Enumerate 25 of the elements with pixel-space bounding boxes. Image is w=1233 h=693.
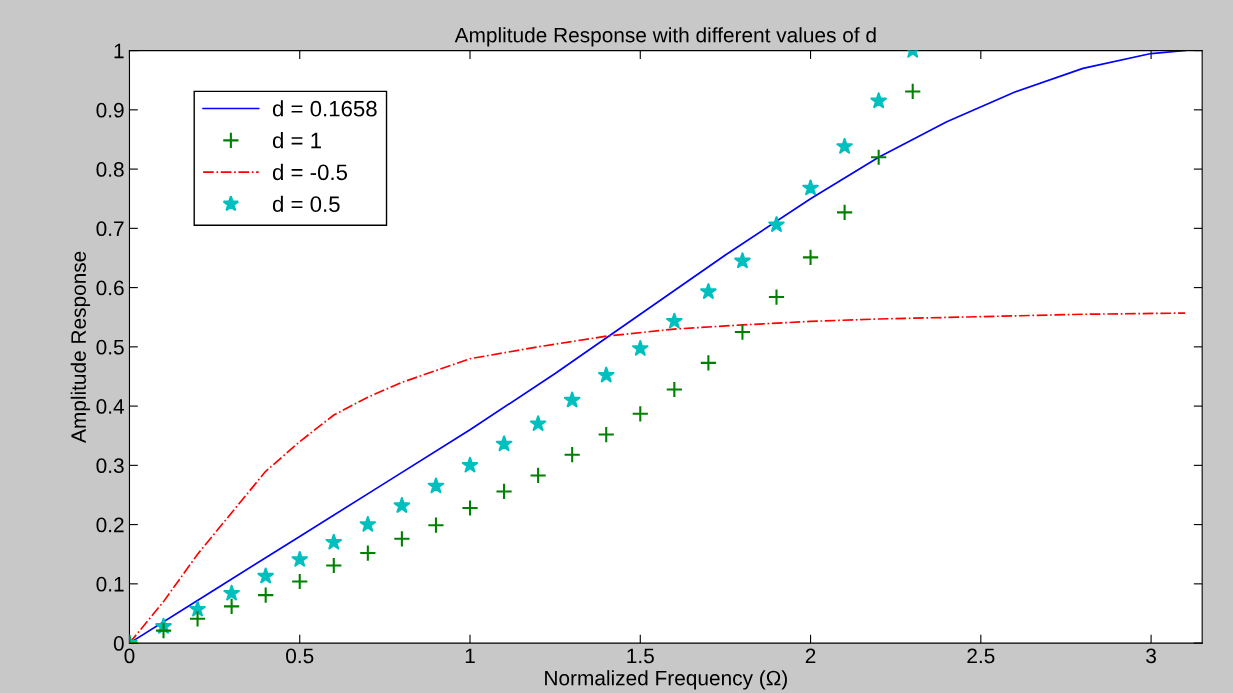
chart-title: Amplitude Response with different values of d <box>454 27 876 47</box>
y-tick-label: 0.6 <box>96 280 124 296</box>
y-tick-label: 0.4 <box>96 399 124 414</box>
y-tick-label: 0 <box>113 636 124 651</box>
legend-label: d = 0.5 <box>272 195 340 213</box>
y-tick-label: 0.7 <box>96 221 124 237</box>
y-tick-label: 0.1 <box>96 576 124 592</box>
y-tick-label: 1 <box>114 43 124 59</box>
x-tick-label: 1 <box>465 648 475 664</box>
y-tick-label: 0.2 <box>96 517 124 533</box>
x-tick-label: 0 <box>124 648 135 664</box>
x-tick-label: 2.5 <box>967 648 995 664</box>
legend-label: d = -0.5 <box>272 163 348 181</box>
y-tick-label: 0.9 <box>96 102 124 118</box>
legend-label: d = 1 <box>272 132 321 149</box>
x-tick-label: 3 <box>1146 648 1156 664</box>
y-tick-label: 0.8 <box>96 162 124 177</box>
y-axis-title: Amplitude Response <box>70 251 91 443</box>
legend-label: d = 0.1658 <box>272 100 377 117</box>
y-tick-label: 0.3 <box>96 458 124 474</box>
x-axis-title: Normalized Frequency (Ω) <box>545 670 787 690</box>
y-tick-label: 0.5 <box>96 339 124 355</box>
x-tick-label: 0.5 <box>286 648 314 664</box>
x-tick-label: 2 <box>805 648 816 664</box>
x-tick-label: 1.5 <box>627 648 654 664</box>
